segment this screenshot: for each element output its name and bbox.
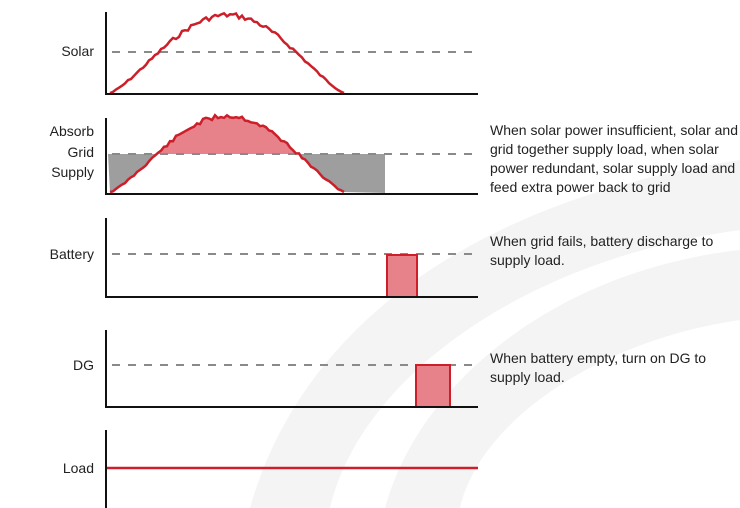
watermark-arc-right (385, 250, 740, 508)
solar-label: Solar (61, 43, 94, 59)
grid-description: When solar power insufficient, solar and… (490, 122, 738, 195)
grid-label-grid: Grid (67, 144, 94, 160)
battery-discharge-bar (386, 254, 418, 298)
battery-panel (105, 218, 478, 298)
grid-label-absorb: Absorb (49, 123, 94, 139)
grid-panel (105, 113, 478, 195)
load-panel (105, 430, 478, 508)
grid-supply-fill (108, 154, 385, 193)
battery-label: Battery (49, 246, 94, 262)
solar-curve (109, 11, 345, 95)
dg-panel (105, 330, 478, 408)
watermark-arcs (250, 160, 740, 508)
grid-label-supply: Supply (51, 164, 94, 180)
watermark-arc-left (250, 160, 740, 508)
grid-absorb-fill (158, 115, 299, 154)
load-label: Load (62, 460, 94, 476)
dg-label: DG (73, 357, 94, 373)
dg-description: When battery empty, turn on DG to supply… (490, 350, 707, 385)
grid-solar-curve (109, 113, 345, 194)
dg-supply-bar (415, 364, 451, 408)
solar-panel (105, 11, 478, 95)
battery-description: When grid fails, battery discharge to su… (490, 233, 714, 268)
